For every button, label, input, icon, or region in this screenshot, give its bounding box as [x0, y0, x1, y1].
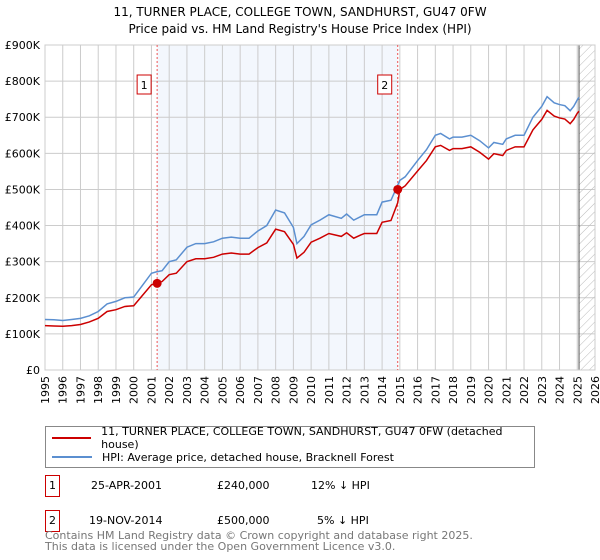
- legend: 11, TURNER PLACE, COLLEGE TOWN, SANDHURS…: [45, 425, 535, 468]
- y-tick-label: £500K: [5, 183, 41, 196]
- x-tick-label: 2011: [323, 376, 336, 404]
- x-tick-label: 2018: [447, 376, 460, 404]
- x-tick-label: 2026: [589, 376, 600, 404]
- legend-label: 11, TURNER PLACE, COLLEGE TOWN, SANDHURS…: [101, 425, 503, 451]
- x-tick-label: 1999: [110, 376, 123, 404]
- sale-marker-label: 2: [45, 510, 60, 532]
- y-tick-label: £200K: [5, 292, 41, 305]
- x-tick-label: 2010: [305, 376, 318, 404]
- footer-line: Contains HM Land Registry data © Crown c…: [45, 529, 473, 542]
- y-tick-label: £100K: [5, 328, 41, 341]
- sale-marker-label: 1: [45, 475, 60, 497]
- x-tick-label: 2009: [287, 376, 300, 404]
- legend-item-hpi: HPI: Average price, detached house, Brac…: [52, 448, 394, 466]
- x-tick-label: 2003: [181, 376, 194, 404]
- sale-marker-box: [136, 74, 152, 95]
- x-tick-label: 2020: [483, 376, 496, 404]
- x-tick-label: 2012: [341, 376, 354, 404]
- x-tick-label: 2016: [412, 376, 425, 404]
- ownership-shade: [157, 45, 398, 370]
- sale-date: 25-APR-2001: [91, 479, 163, 492]
- sale-marker-box: [377, 74, 393, 95]
- sale-hpi-diff: 5% ↓ HPI: [317, 514, 369, 527]
- forecast-hatch: [579, 45, 595, 370]
- sale-row: 2 19-NOV-2014 £500,000 5% ↓ HPI: [45, 510, 445, 534]
- y-tick-label: £600K: [5, 147, 41, 160]
- price-chart: 11, TURNER PLACE, COLLEGE TOWN, SANDHURS…: [5, 5, 600, 404]
- y-tick-label: £0: [26, 364, 40, 377]
- legend-swatch-red: [52, 437, 92, 439]
- x-tick-label: 2019: [465, 376, 478, 404]
- x-tick-label: 1995: [39, 376, 52, 404]
- x-tick-label: 2025: [571, 376, 584, 404]
- x-tick-label: 1997: [74, 376, 87, 404]
- sale-date: 19-NOV-2014: [89, 514, 163, 527]
- x-tick-label: 2006: [234, 376, 247, 404]
- x-tick-label: 2005: [216, 376, 229, 404]
- y-tick-label: £800K: [5, 75, 41, 88]
- y-tick-label: £700K: [5, 111, 41, 124]
- x-tick-label: 2000: [128, 376, 141, 404]
- x-tick-label: 2015: [394, 376, 407, 404]
- chart-subtitle: Price paid vs. HM Land Registry's House …: [128, 22, 471, 36]
- x-tick-label: 2013: [358, 376, 371, 404]
- hpi-line: [44, 95, 580, 322]
- sale-point: [393, 184, 403, 194]
- x-tick-label: 2002: [163, 376, 176, 404]
- sale-hpi-diff: 12% ↓ HPI: [311, 479, 370, 492]
- sale-row: 1 25-APR-2001 £240,000 12% ↓ HPI: [45, 475, 445, 499]
- property-price-line: [44, 109, 580, 328]
- sale-marker-label: 2: [381, 79, 388, 92]
- y-tick-label: £300K: [5, 256, 41, 269]
- sale-price: £500,000: [217, 514, 270, 527]
- x-tick-label: 1996: [57, 376, 70, 404]
- x-tick-label: 2023: [536, 376, 549, 404]
- x-tick-label: 2021: [500, 376, 513, 404]
- x-tick-label: 2007: [252, 376, 265, 404]
- y-tick-label: £400K: [5, 220, 41, 233]
- footer: Contains HM Land Registry data © Crown c…: [45, 530, 473, 552]
- sale-point: [152, 278, 162, 288]
- legend-item-property: 11, TURNER PLACE, COLLEGE TOWN, SANDHURS…: [52, 425, 534, 451]
- x-tick-label: 2017: [429, 376, 442, 404]
- x-tick-label: 2024: [554, 376, 567, 404]
- x-tick-label: 2008: [270, 376, 283, 404]
- x-tick-label: 2014: [376, 376, 389, 404]
- x-tick-label: 2004: [199, 376, 212, 404]
- sale-price: £240,000: [217, 479, 270, 492]
- x-tick-label: 1998: [92, 376, 105, 404]
- x-tick-label: 2001: [145, 376, 158, 404]
- y-tick-label: £900K: [5, 39, 41, 52]
- legend-label: HPI: Average price, detached house, Brac…: [102, 450, 394, 464]
- x-tick-label: 2022: [518, 376, 531, 404]
- chart-title: 11, TURNER PLACE, COLLEGE TOWN, SANDHURS…: [113, 5, 486, 19]
- sale-marker-label: 1: [141, 79, 148, 92]
- legend-swatch-blue: [52, 456, 92, 458]
- plot-border: [44, 44, 596, 371]
- footer-line: This data is licensed under the Open Gov…: [45, 540, 396, 553]
